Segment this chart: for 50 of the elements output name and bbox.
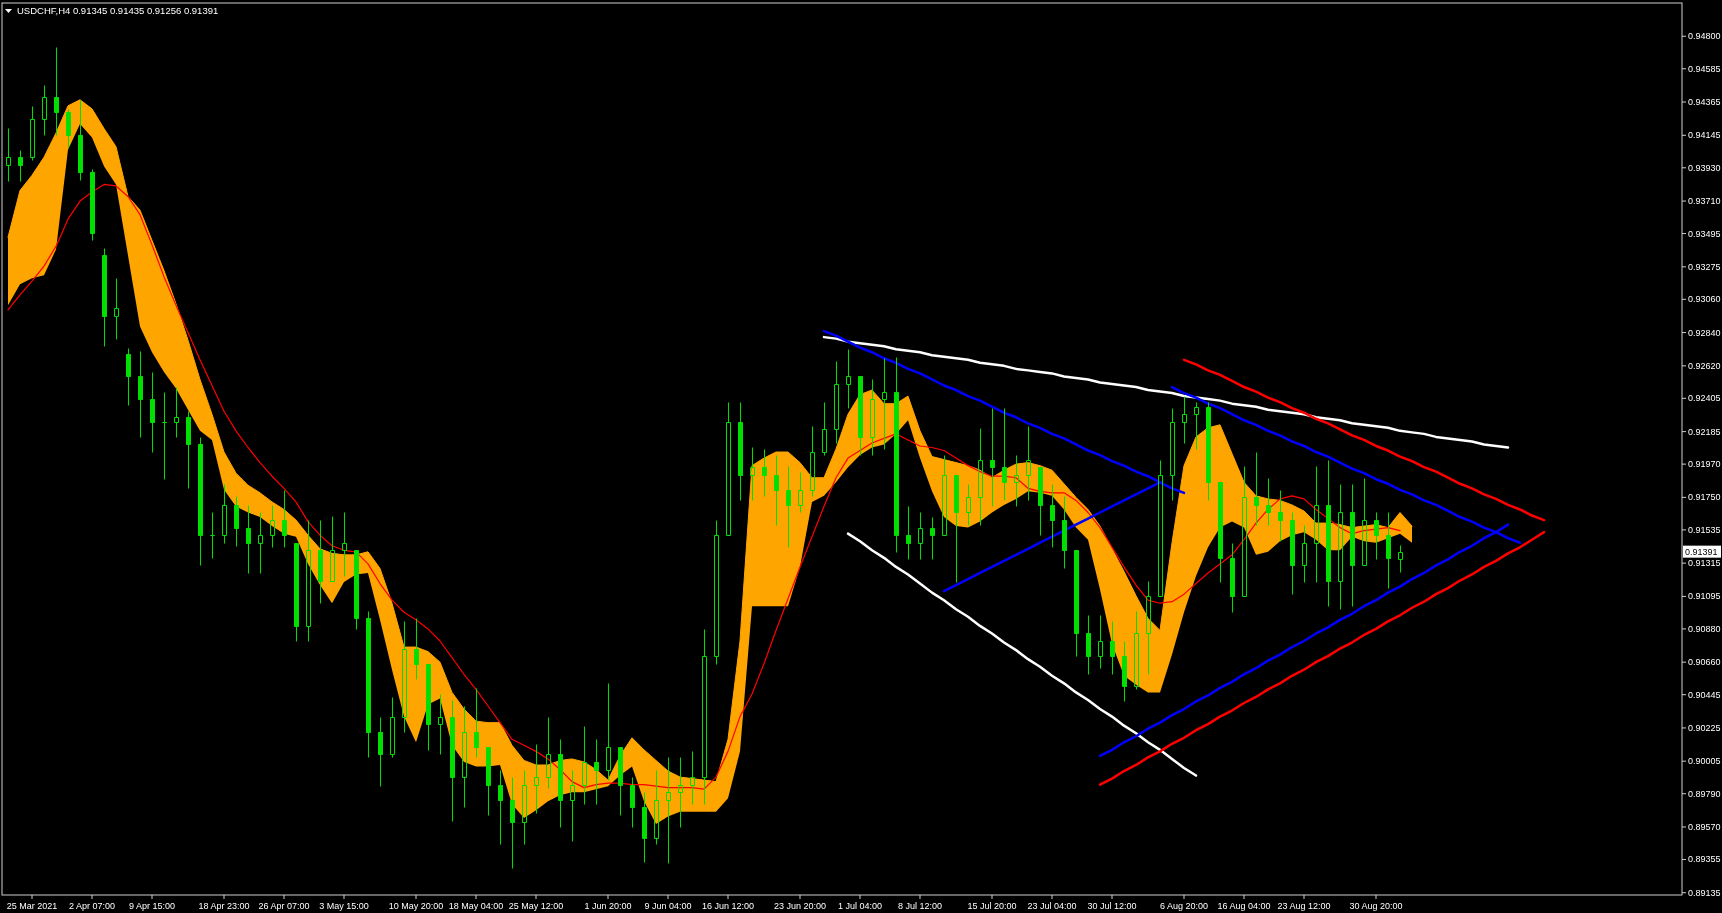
y-tick-label: 0.91095 [1688, 591, 1721, 602]
y-tick-label: 0.91535 [1688, 524, 1721, 535]
y-tick-label: 0.93495 [1688, 228, 1721, 239]
y-tick-label: 0.94585 [1688, 63, 1721, 74]
y-tick-label: 0.91750 [1688, 492, 1721, 503]
x-tick-label: 1 Jun 20:00 [584, 901, 632, 911]
x-tick-label: 1 Jul 04:00 [837, 901, 883, 911]
y-tick-label: 0.93275 [1688, 261, 1721, 272]
y-tick-label: 0.93710 [1688, 196, 1721, 207]
y-tick-label: 0.91315 [1688, 558, 1721, 569]
x-tick-label: 26 Apr 07:00 [258, 901, 310, 911]
x-tick-label: 2 Apr 07:00 [68, 901, 116, 911]
y-tick-label: 0.94145 [1688, 130, 1721, 141]
x-tick-label: 16 Aug 04:00 [1217, 901, 1271, 911]
x-tick-label: 18 Apr 23:00 [198, 901, 250, 911]
x-tick-label: 23 Aug 12:00 [1277, 901, 1331, 911]
y-tick-label: 0.90445 [1688, 689, 1721, 700]
y-tick-label: 0.92185 [1688, 426, 1721, 437]
chart-title: USDCHF,H4 0.91345 0.91435 0.91256 0.91391 [17, 5, 219, 16]
x-tick-label: 8 Jul 12:00 [897, 901, 943, 911]
x-tick-label: 9 Apr 15:00 [128, 901, 176, 911]
y-tick-label: 0.93930 [1688, 162, 1721, 173]
y-tick-label: 0.89570 [1688, 821, 1721, 832]
x-tick-label: 18 May 04:00 [448, 901, 504, 911]
x-tick-label: 15 Jul 20:00 [967, 901, 1017, 911]
x-tick-label: 25 May 12:00 [508, 901, 564, 911]
y-tick-label: 0.92840 [1688, 327, 1721, 338]
y-tick-label: 0.89135 [1688, 887, 1721, 898]
y-tick-label: 0.94365 [1688, 97, 1721, 108]
x-tick-label: 23 Jul 04:00 [1027, 901, 1077, 911]
x-tick-label: 3 May 15:00 [319, 901, 369, 911]
x-tick-label: 9 Jun 04:00 [644, 901, 692, 911]
y-tick-label: 0.90660 [1688, 657, 1721, 668]
y-tick-label: 0.92405 [1688, 393, 1721, 404]
x-tick-label: 10 May 20:00 [388, 901, 444, 911]
y-tick-label: 0.89790 [1688, 788, 1721, 799]
x-tick-label: 23 Jun 20:00 [773, 901, 827, 911]
y-tick-label: 0.90005 [1688, 756, 1721, 767]
x-tick-label: 6 Aug 20:00 [1159, 901, 1209, 911]
y-tick-label: 0.92620 [1688, 360, 1721, 371]
y-tick-label: 0.90225 [1688, 722, 1721, 733]
y-tick-label: 0.90880 [1688, 623, 1721, 634]
x-tick-label: 30 Aug 20:00 [1349, 901, 1403, 911]
y-tick-label: 0.94800 [1688, 31, 1721, 42]
y-tick-label: 0.91970 [1688, 459, 1721, 470]
y-tick-label: 0.93060 [1688, 294, 1721, 305]
x-tick-label: 25 Mar 2021 [6, 901, 58, 911]
x-tick-label: 16 Jun 12:00 [701, 901, 755, 911]
y-tick-label: 0.89355 [1688, 854, 1721, 865]
x-tick-label: 30 Jul 12:00 [1087, 901, 1137, 911]
